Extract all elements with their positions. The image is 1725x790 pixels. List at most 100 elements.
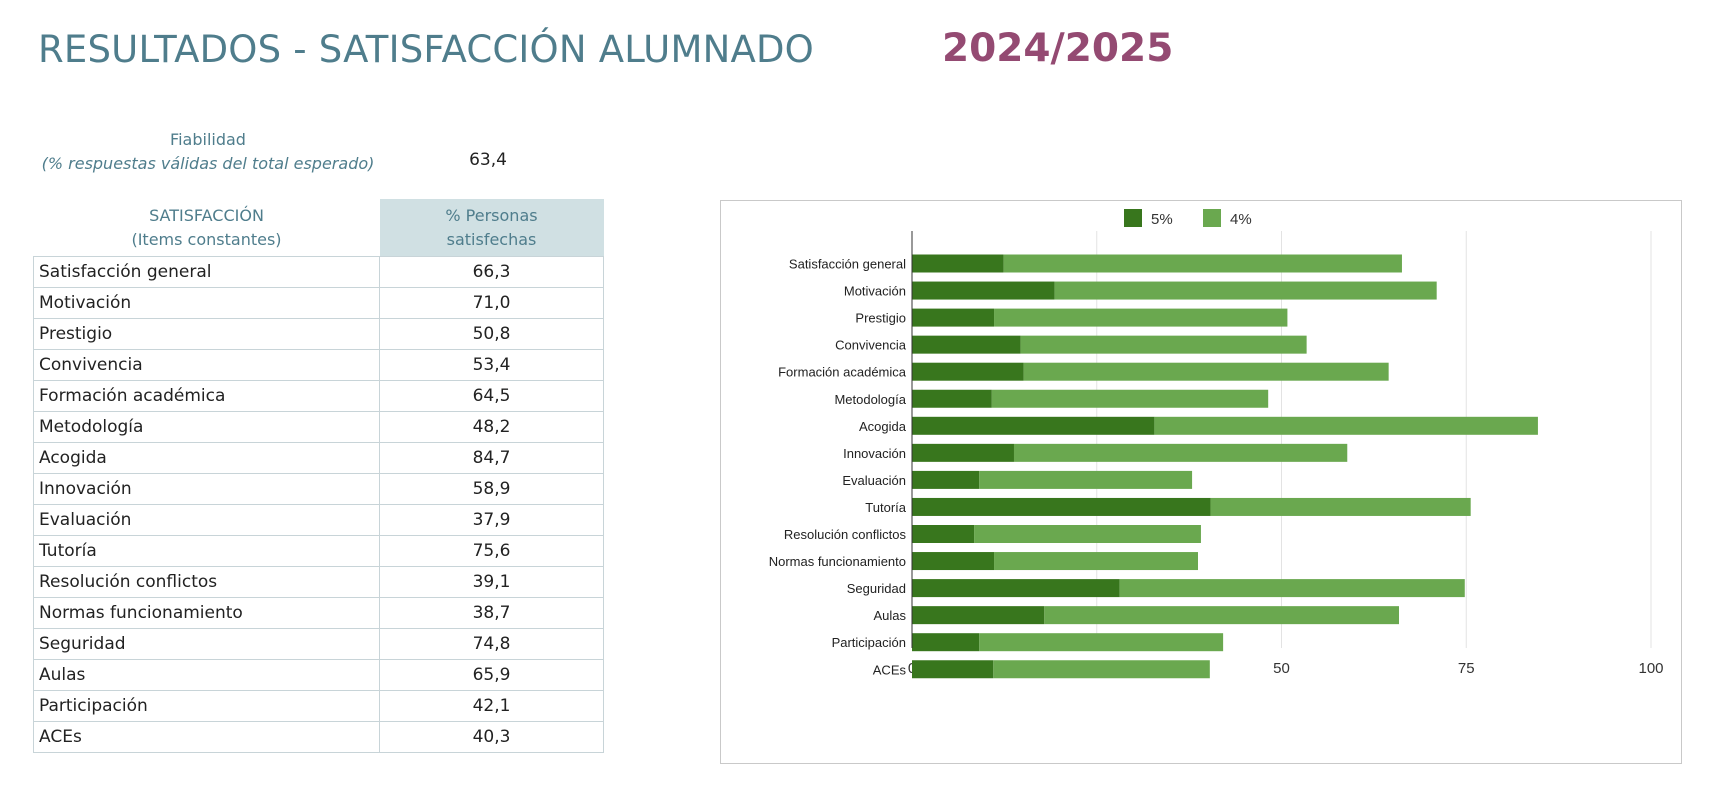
bar-dark: [912, 389, 992, 408]
year-label: 2024/2025: [942, 26, 1174, 71]
legend-label: 5%: [1151, 211, 1173, 228]
bar-dark: [912, 497, 1211, 516]
row-item: Seguridad: [33, 628, 380, 660]
satisfaction-table: SATISFACCIÓN (Items constantes) % Person…: [33, 199, 604, 753]
y-category-label: ACEs: [873, 662, 907, 677]
row-item: Formación académica: [33, 380, 380, 412]
reliability-title: Fiabilidad: [170, 130, 246, 149]
bar-dark: [912, 254, 1004, 273]
legend-swatch: [1203, 209, 1221, 227]
legend-label: 4%: [1230, 211, 1252, 228]
y-category-label: Evaluación: [842, 473, 906, 488]
row-item: Innovación: [33, 473, 380, 505]
bar-dark: [912, 281, 1055, 300]
item-column-header: SATISFACCIÓN (Items constantes): [34, 199, 380, 257]
row-value: 84,7: [379, 442, 604, 474]
bar-light: [1013, 443, 1348, 462]
row-item: Convivencia: [33, 349, 380, 381]
table-row: Seguridad 74,8: [33, 628, 604, 660]
value-column-header: % Personas satisfechas: [379, 199, 604, 257]
bar-dark: [912, 308, 995, 327]
bar-light: [1054, 281, 1437, 300]
x-tick-label: 100: [1638, 660, 1663, 677]
row-value: 75,6: [379, 535, 604, 567]
row-value: 39,1: [379, 566, 604, 598]
page-title: RESULTADOS - SATISFACCIÓN ALUMNADO: [38, 28, 814, 71]
row-item: Resolución conflictos: [33, 566, 380, 598]
item-header-line2: (Items constantes): [131, 229, 282, 249]
row-value: 58,9: [379, 473, 604, 505]
y-category-label: Aulas: [873, 608, 906, 623]
table-row: Prestigio 50,8: [33, 318, 604, 350]
bar-dark: [912, 633, 980, 652]
row-item: Participación: [33, 690, 380, 722]
y-category-label: Innovación: [843, 446, 906, 461]
bar-light: [1119, 579, 1465, 598]
bar-dark: [912, 525, 975, 543]
bar-dark: [912, 443, 1014, 462]
item-header-line1: SATISFACCIÓN: [149, 205, 264, 225]
bar-light: [1154, 416, 1538, 435]
bar-light: [979, 633, 1224, 652]
table-body: Satisfacción general 66,3 Motivación 71,0 Pr…: [33, 256, 604, 753]
row-value: 38,7: [379, 597, 604, 629]
y-category-label: Resolución conflictos: [784, 527, 907, 542]
table-row: Evaluación 37,9: [33, 504, 604, 536]
bar-light: [1003, 254, 1402, 273]
table-row: Aulas 65,9: [33, 659, 604, 691]
bar-light: [994, 552, 1198, 571]
y-category-label: Acogida: [859, 419, 907, 434]
table-row: Satisfacción general 66,3: [33, 256, 604, 288]
y-category-label: Tutoría: [865, 500, 906, 515]
y-category-label: Formación académica: [778, 365, 907, 380]
row-value: 42,1: [379, 690, 604, 722]
row-value: 66,3: [379, 256, 604, 288]
row-value: 37,9: [379, 504, 604, 536]
row-item: ACEs: [33, 721, 380, 753]
bar-light: [994, 308, 1288, 327]
bar-dark: [912, 552, 995, 571]
bar-light: [993, 660, 1210, 679]
bar-light: [1044, 606, 1400, 625]
bar-dark: [912, 335, 1021, 354]
bar-light: [979, 470, 1193, 489]
table-row: Convivencia 53,4: [33, 349, 604, 381]
y-category-label: Motivación: [844, 284, 906, 299]
bar-light: [1020, 335, 1307, 354]
table-row: Metodología 48,2: [33, 411, 604, 443]
row-value: 74,8: [379, 628, 604, 660]
bar-dark: [912, 362, 1024, 381]
table-row: Normas funcionamiento 38,7: [33, 597, 604, 629]
row-value: 50,8: [379, 318, 604, 350]
reliability-label: Fiabilidad (% respuestas válidas del tot…: [38, 128, 378, 176]
row-item: Prestigio: [33, 318, 380, 350]
y-category-label: Prestigio: [855, 311, 906, 326]
y-category-label: Satisfacción general: [789, 257, 906, 272]
y-category-label: Participación: [832, 635, 906, 650]
value-header-line2: satisfechas: [446, 229, 537, 249]
value-header-line1: % Personas: [445, 205, 538, 225]
bar-chart: 0255075100Satisfacción generalMotivación…: [720, 200, 1682, 764]
table-row: Resolución conflictos 39,1: [33, 566, 604, 598]
row-item: Tutoría: [33, 535, 380, 567]
row-item: Aulas: [33, 659, 380, 691]
row-item: Metodología: [33, 411, 380, 443]
row-value: 40,3: [379, 721, 604, 753]
bar-light: [991, 389, 1269, 408]
table-row: ACEs 40,3: [33, 721, 604, 753]
table-row: Participación 42,1: [33, 690, 604, 722]
table-row: Tutoría 75,6: [33, 535, 604, 567]
row-item: Satisfacción general: [33, 256, 380, 288]
table-row: Innovación 58,9: [33, 473, 604, 505]
row-value: 48,2: [379, 411, 604, 443]
row-item: Motivación: [33, 287, 380, 319]
bar-dark: [912, 470, 980, 489]
bar-dark: [912, 606, 1045, 625]
x-tick-label: 75: [1458, 660, 1475, 677]
chart-svg: 0255075100Satisfacción generalMotivación…: [769, 209, 1664, 679]
table-row: Motivación 71,0: [33, 287, 604, 319]
row-item: Normas funcionamiento: [33, 597, 380, 629]
row-value: 64,5: [379, 380, 604, 412]
legend-swatch: [1124, 209, 1142, 227]
row-value: 53,4: [379, 349, 604, 381]
